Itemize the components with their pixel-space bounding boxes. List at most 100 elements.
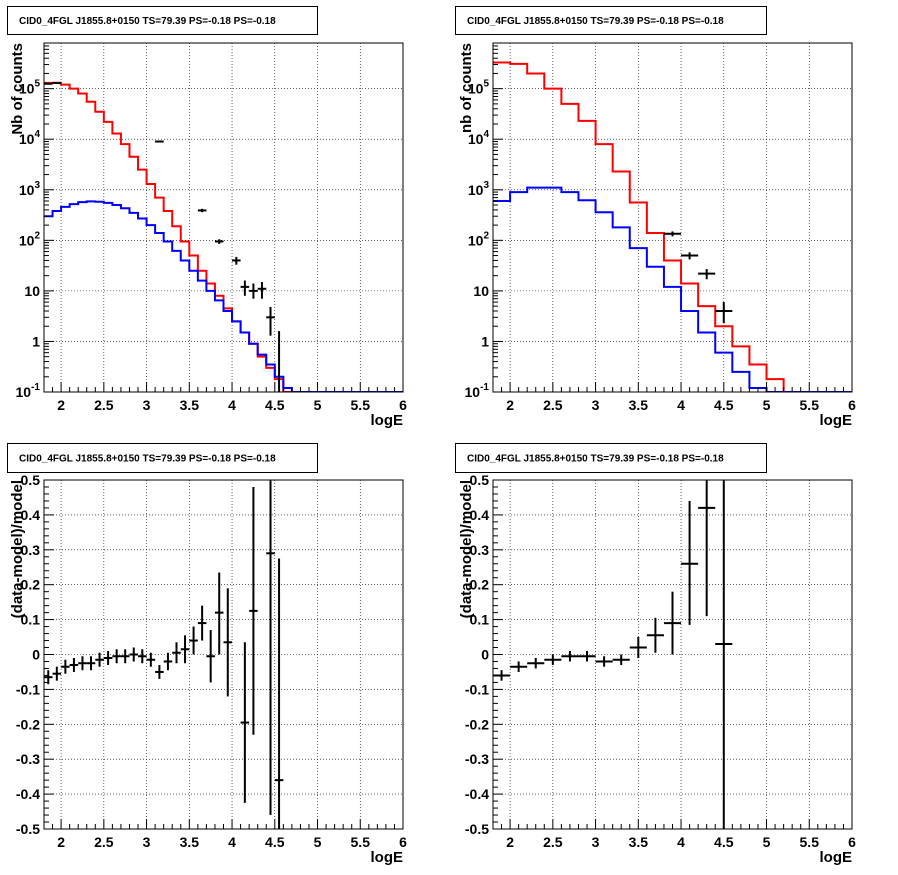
data-point-12 (698, 480, 716, 617)
data-point-6 (595, 656, 613, 667)
data-point-20 (214, 572, 224, 655)
data-point-9 (646, 617, 664, 653)
data-point-23 (249, 486, 258, 735)
y-axis-title: Nb of counts (9, 43, 26, 135)
series-line-0 (493, 61, 852, 392)
y-axis-title: nb of counts (458, 43, 475, 133)
tick-label-x-1: 2.5 (94, 397, 114, 413)
tick-label-y-4: 103 (468, 180, 490, 198)
tick-label-y-7: 0.2 (21, 577, 41, 593)
tick-label-x-0: 2 (57, 834, 65, 850)
tick-label-x-0: 2 (506, 397, 514, 413)
x-axis-title: logE (371, 849, 404, 866)
data-point-5 (578, 651, 596, 662)
tick-label-x-5: 4.5 (714, 834, 734, 850)
series-line-1 (493, 186, 852, 392)
tick-label-y-7: 0.2 (470, 577, 490, 593)
tick-label-y-1: 1 (32, 333, 40, 349)
data-point-8 (112, 649, 121, 664)
tick-label-y-3: -0.2 (465, 716, 489, 732)
data-point-4 (78, 656, 87, 671)
tick-label-y-2: 10 (24, 283, 40, 299)
tick-label-x-5: 4.5 (265, 397, 285, 413)
tick-label-x-1: 2.5 (543, 397, 563, 413)
data-point-15 (172, 642, 181, 664)
data-point-7 (612, 654, 630, 665)
plot-frame (492, 42, 853, 393)
tick-label-y-9: 0.4 (21, 507, 41, 523)
data-point-19 (206, 630, 215, 683)
tick-label-y-10: 0.5 (470, 472, 490, 488)
data-point-16 (180, 635, 190, 664)
data-point-2 (155, 140, 164, 143)
data-point-8 (257, 281, 267, 299)
data-point-3 (715, 302, 733, 324)
tick-label-y-1: 1 (481, 333, 489, 349)
tick-label-y-4: 103 (19, 180, 41, 198)
tick-label-x-6: 5 (314, 397, 322, 413)
tick-label-y-6: 105 (19, 79, 41, 97)
tick-label-y-5: 0 (481, 647, 489, 663)
data-point-4 (561, 651, 579, 662)
data-point-2 (61, 659, 70, 674)
chart-title: CID0_4FGL J1855.8+0150 TS=79.39 PS=-0.18… (19, 16, 276, 27)
data-point-14 (163, 652, 173, 671)
data-point-2 (698, 269, 716, 280)
tick-label-y-2: -0.3 (16, 751, 40, 767)
data-point-3 (544, 654, 562, 665)
data-point-9 (120, 649, 130, 664)
tick-label-x-2: 3 (143, 397, 151, 413)
tick-label-x-7: 5.5 (351, 834, 371, 850)
chart-title: CID0_4FGL J1855.8+0150 TS=79.39 PS=-0.18… (19, 454, 276, 465)
tick-label-y-4: -0.1 (465, 681, 489, 697)
plot-area (44, 81, 403, 392)
tick-label-x-1: 2.5 (543, 834, 563, 850)
series-line-0 (44, 81, 403, 392)
data-point-4 (214, 239, 224, 244)
tick-label-y-8: 0.3 (21, 542, 41, 558)
tick-label-y-1: -0.4 (16, 786, 40, 802)
chart-panel-3: CID0_4FGL J1855.8+0150 TS=79.39 PS=-0.18… (7, 443, 407, 866)
data-point-8 (629, 637, 647, 658)
tick-label-x-8: 6 (848, 834, 856, 850)
plot-frame (43, 42, 404, 393)
tick-label-x-3: 3.5 (180, 834, 200, 850)
data-point-24 (266, 480, 275, 816)
tick-label-x-0: 2 (506, 834, 514, 850)
data-point-5 (232, 256, 241, 265)
tick-label-y-6: 0.1 (21, 612, 41, 628)
tick-label-y-5: 104 (19, 129, 41, 147)
tick-label-y-6: 105 (468, 79, 490, 97)
plot-area (493, 61, 852, 392)
tick-label-x-4: 4 (677, 397, 685, 413)
tick-label-y-0: -0.5 (16, 821, 40, 837)
data-point-0 (44, 670, 53, 685)
title-box (7, 6, 318, 35)
tick-label-x-5: 4.5 (265, 834, 285, 850)
tick-label-x-5: 4.5 (714, 397, 734, 413)
data-point-3 (197, 208, 207, 213)
x-axis-title: logE (820, 412, 853, 429)
data-point-13 (155, 664, 164, 679)
tick-label-x-8: 6 (399, 834, 407, 850)
tick-label-y-2: -0.3 (465, 751, 489, 767)
tick-label-x-4: 4 (677, 834, 685, 850)
y-axis-title: (data-model)/model (458, 480, 475, 618)
plot-frame (43, 479, 404, 830)
y-axis-title: (data-model)/model (9, 480, 26, 618)
x-axis-title: logE (371, 412, 404, 429)
data-point-0 (663, 231, 682, 237)
data-point-10 (663, 591, 682, 655)
data-point-18 (197, 605, 207, 641)
data-point-21 (223, 588, 233, 697)
tick-label-x-7: 5.5 (351, 397, 371, 413)
tick-label-x-7: 5.5 (800, 397, 820, 413)
tick-label-x-2: 3 (143, 834, 151, 850)
tick-label-y-1: -0.4 (465, 786, 489, 802)
title-box (455, 6, 767, 35)
tick-label-x-3: 3.5 (629, 834, 649, 850)
tick-label-x-3: 3.5 (180, 397, 200, 413)
tick-label-y-4: -0.1 (16, 681, 40, 697)
data-point-11 (681, 500, 699, 625)
